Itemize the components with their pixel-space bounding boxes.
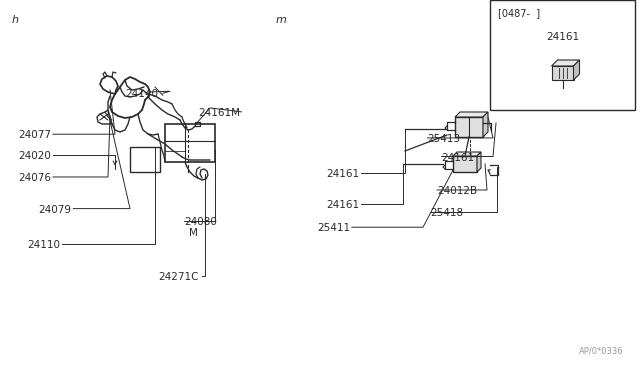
Text: 24012B: 24012B <box>437 186 477 196</box>
Text: 24161: 24161 <box>326 200 360 210</box>
Text: 24079: 24079 <box>38 205 72 215</box>
Text: 24020: 24020 <box>18 151 51 161</box>
Polygon shape <box>573 60 579 80</box>
Text: 25411: 25411 <box>317 223 350 233</box>
Text: 24080: 24080 <box>184 217 217 227</box>
Bar <box>552 66 573 80</box>
Text: 24161: 24161 <box>442 153 475 163</box>
Text: 24140: 24140 <box>125 89 158 99</box>
Polygon shape <box>455 112 488 117</box>
Bar <box>455 117 483 137</box>
Text: 24161: 24161 <box>546 32 579 42</box>
Text: [0487-  ]: [0487- ] <box>498 8 540 18</box>
Text: 24110: 24110 <box>27 240 60 250</box>
Polygon shape <box>552 60 579 66</box>
Text: 24271C: 24271C <box>159 272 199 282</box>
Bar <box>165 124 215 162</box>
Text: 24161: 24161 <box>326 169 360 179</box>
Text: 25413: 25413 <box>428 134 461 144</box>
Text: 24161M: 24161M <box>198 108 241 118</box>
Text: M: M <box>189 228 198 238</box>
Polygon shape <box>483 112 488 137</box>
Text: m: m <box>275 15 286 25</box>
Text: AP/0*0336: AP/0*0336 <box>579 346 624 355</box>
Text: 24076: 24076 <box>18 173 51 183</box>
Text: h: h <box>12 15 19 25</box>
Polygon shape <box>477 152 481 172</box>
Text: 24077: 24077 <box>18 130 51 140</box>
Text: 25418: 25418 <box>430 208 463 218</box>
Bar <box>490 0 635 110</box>
Bar <box>130 147 160 172</box>
Polygon shape <box>453 152 481 156</box>
Bar <box>453 156 477 172</box>
